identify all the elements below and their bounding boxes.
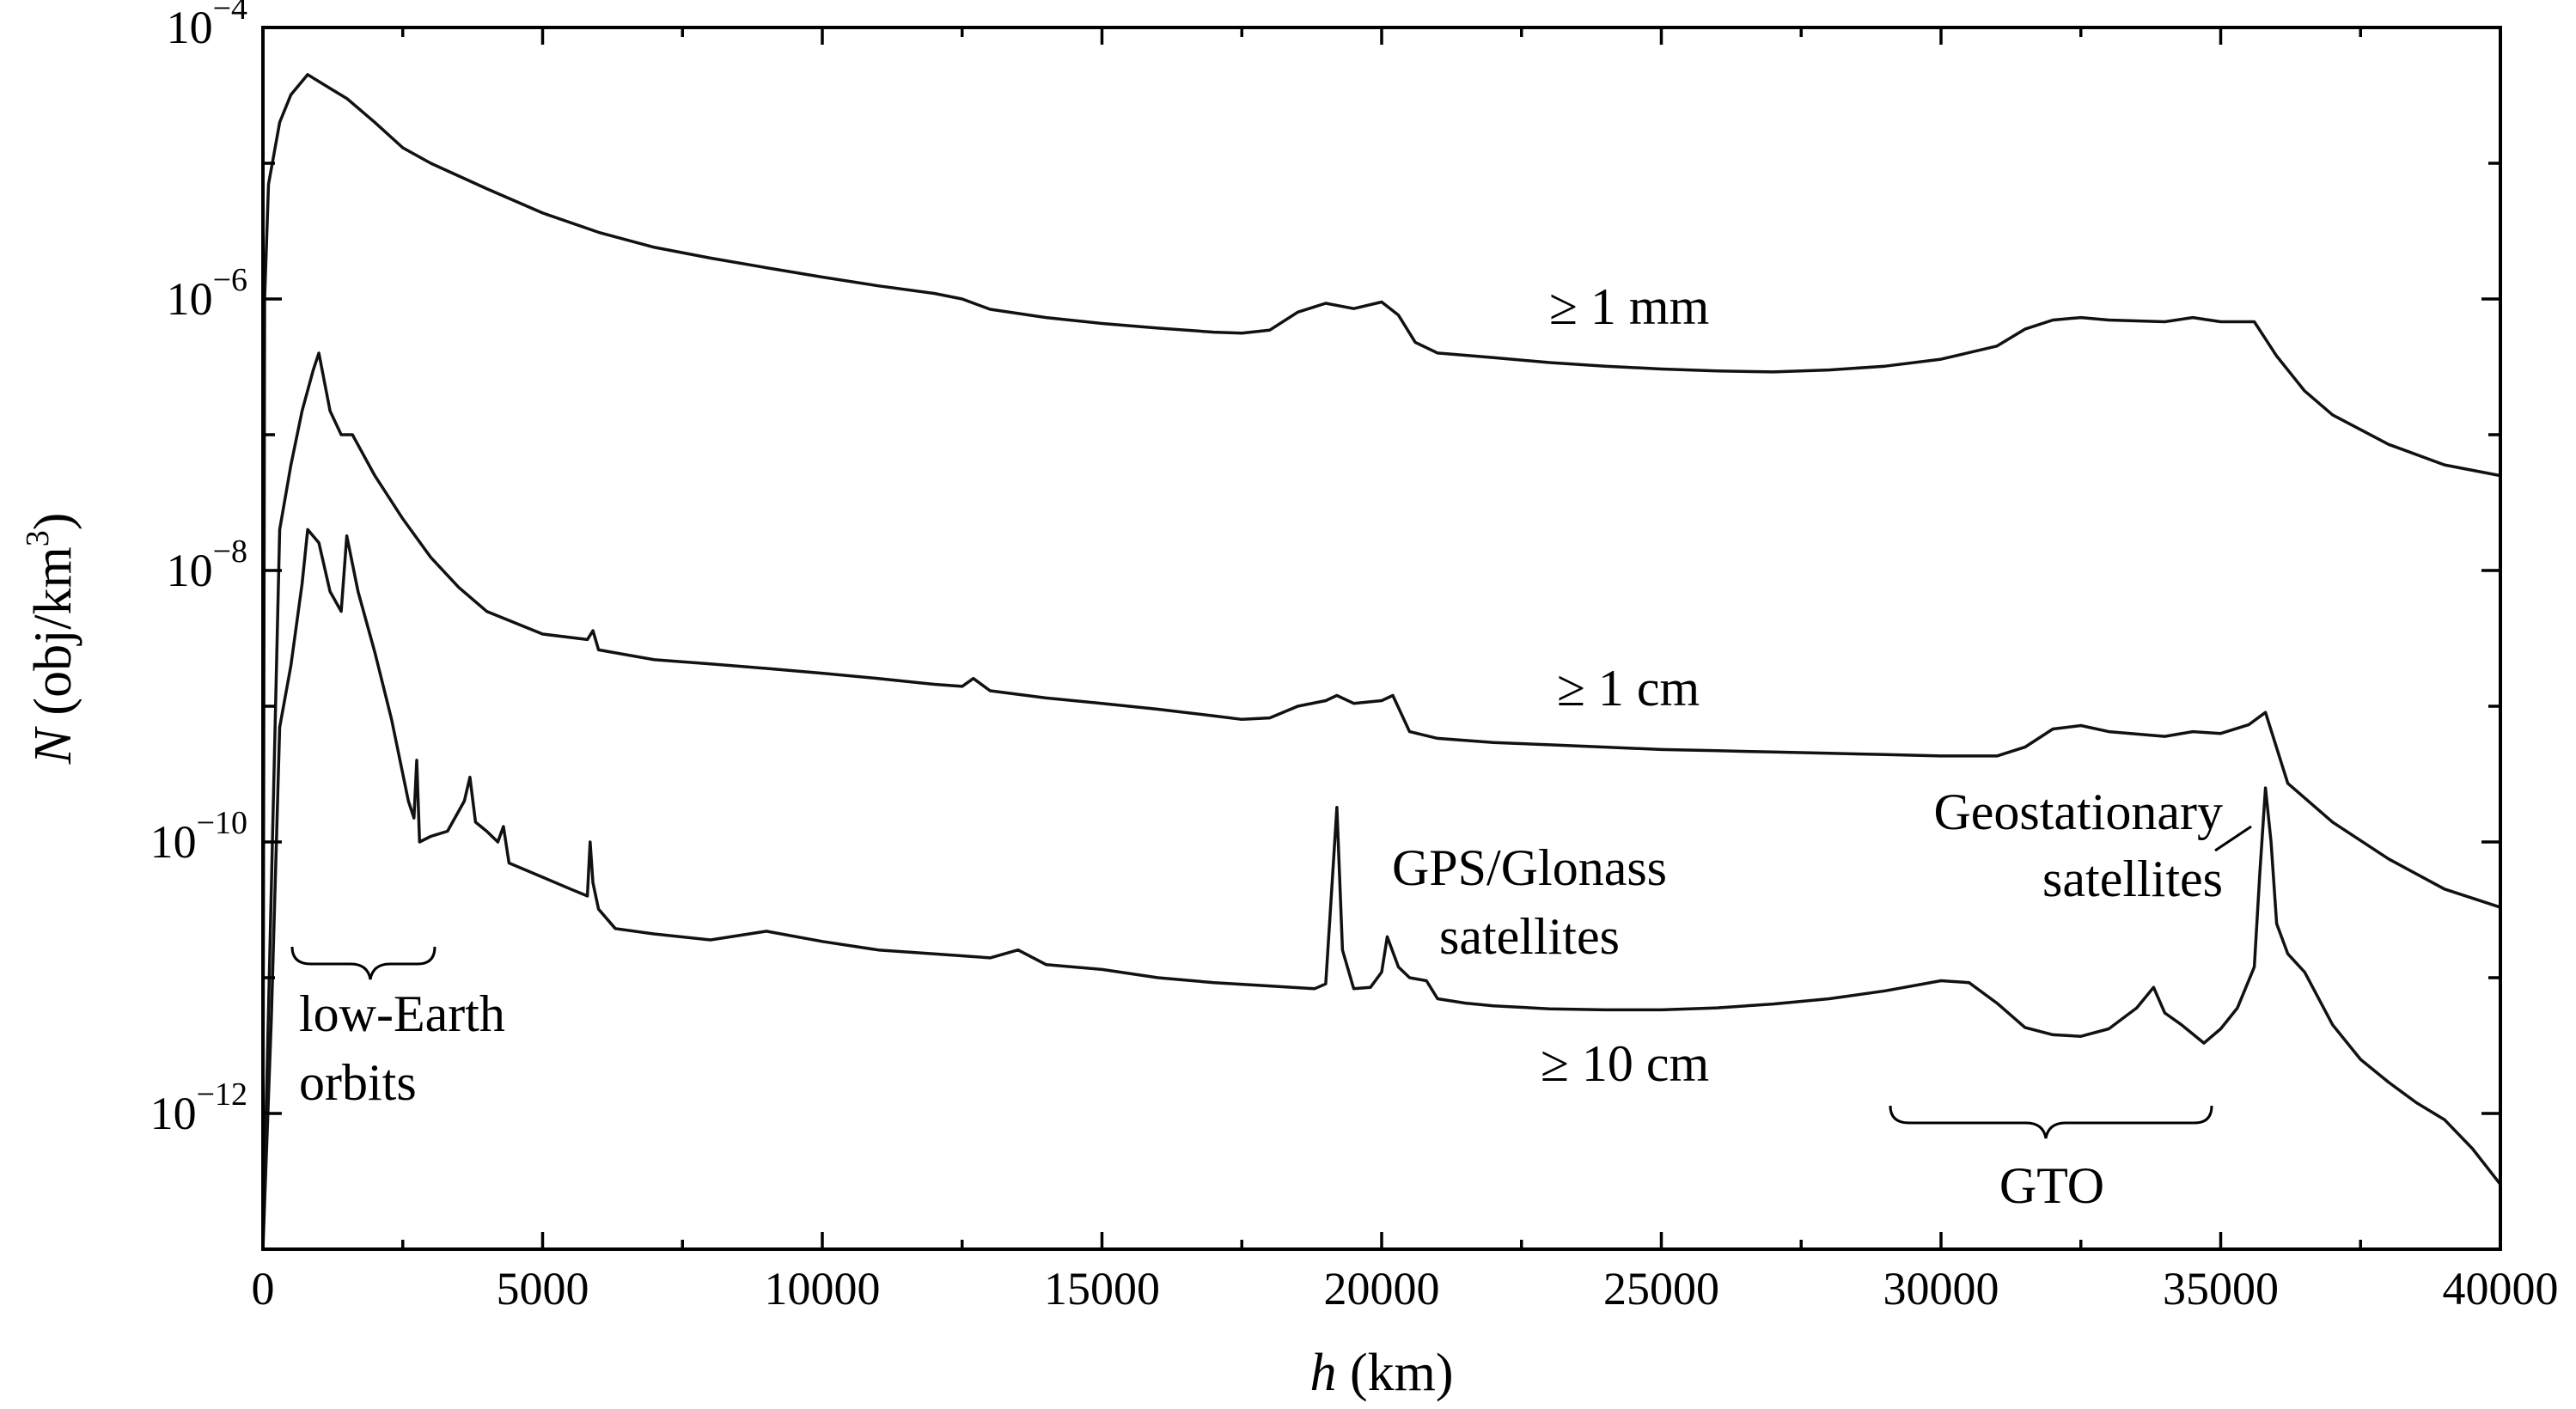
x-tick-label-0: 0: [252, 1263, 275, 1314]
x-tick-label-2: 10000: [765, 1263, 881, 1314]
x-tick-label-4: 20000: [1324, 1263, 1440, 1314]
x-tick-label-6: 30000: [1883, 1263, 1999, 1314]
geo-leader-line: [2214, 825, 2252, 852]
x-axis-unit: (km): [1350, 1344, 1454, 1402]
y-tick-label-3: 10−10: [150, 805, 247, 868]
label-gps-line2: satellites: [1439, 908, 1620, 965]
y-axis-var: N: [24, 725, 82, 765]
series-layer: [261, 73, 2502, 1250]
y-tick-label-0: 10−4: [167, 0, 247, 53]
x-tick-label-1: 5000: [497, 1263, 589, 1314]
y-axis-unit-close: ): [24, 513, 82, 531]
y-axis-title: N (obj/km3): [20, 513, 82, 765]
y-tick-label-1: 10−6: [167, 262, 247, 325]
ticks-layer: [261, 26, 2502, 1251]
gto-brace: [1889, 1105, 2213, 1139]
plot-frame: [261, 26, 2502, 1251]
label-gps-line1: GPS/Glonass: [1392, 839, 1667, 896]
label-series-1mm: ≥ 1 mm: [1549, 278, 1709, 335]
x-axis-space: [1336, 1344, 1350, 1402]
x-tick-label-5: 25000: [1603, 1263, 1719, 1314]
y-tick-label-4: 10−12: [150, 1077, 247, 1139]
y-tick-label-2: 10−8: [167, 534, 247, 596]
label-series-1cm: ≥ 1 cm: [1557, 660, 1700, 717]
series-line-1: [261, 73, 2501, 1185]
label-geo-line1: Geostationary: [1933, 784, 2223, 840]
y-axis-space: [24, 716, 82, 729]
y-axis-unit: (obj/km: [24, 546, 82, 715]
label-gto: GTO: [1999, 1157, 2104, 1214]
label-leo-line1: low-Earth: [299, 985, 505, 1042]
x-tick-label-7: 35000: [2163, 1263, 2279, 1314]
label-leo-line2: orbits: [299, 1054, 417, 1111]
x-tick-label-8: 40000: [2443, 1263, 2559, 1314]
leo-brace: [290, 946, 436, 980]
x-tick-label-3: 15000: [1044, 1263, 1160, 1314]
series-line-3: [261, 528, 2502, 1250]
label-series-10cm: ≥ 10 cm: [1541, 1035, 1709, 1092]
x-axis-title: h (km): [1309, 1344, 1453, 1402]
x-axis-var: h: [1309, 1344, 1336, 1402]
label-geo-line2: satellites: [2042, 851, 2223, 907]
labels-layer: 0 5000 10000 15000 20000 25000 30000 35000 40000…: [150, 0, 2559, 1314]
series-line-2: [261, 351, 2501, 1250]
y-axis-unit-sup: 3: [20, 530, 56, 546]
